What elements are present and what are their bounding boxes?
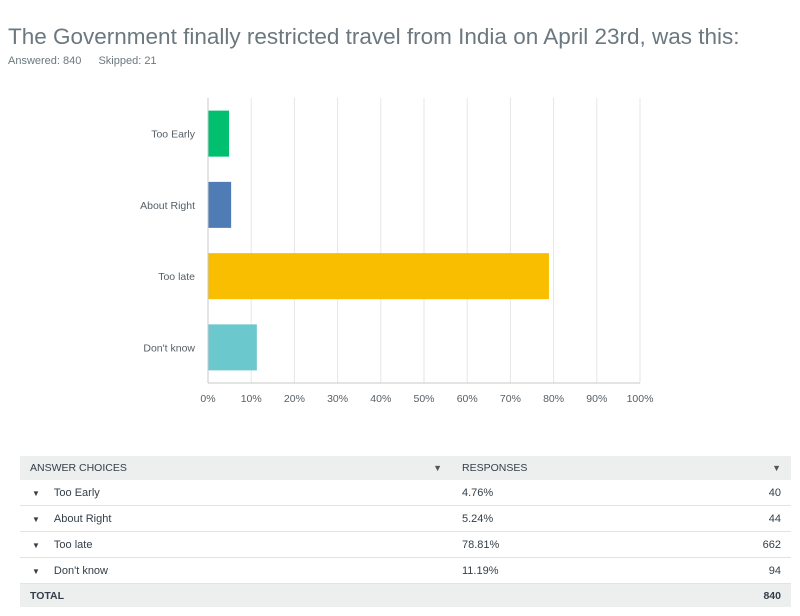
- total-row: TOTAL 840: [20, 583, 791, 607]
- x-tick-label: 50%: [413, 393, 434, 405]
- expand-caret-icon[interactable]: ▼: [32, 540, 40, 550]
- table-row: ▼ Don't know 11.19% 94: [20, 557, 791, 584]
- question-title: The Government finally restricted travel…: [8, 24, 740, 50]
- x-tick-label: 60%: [457, 393, 478, 405]
- response-stats: Answered: 840 Skipped: 21: [8, 55, 171, 67]
- response-percent: 78.81%: [452, 531, 622, 558]
- response-count: 94: [622, 557, 791, 584]
- answer-choice-label: Don't know: [53, 564, 108, 577]
- answer-choices-header-label: ANSWER CHOICES: [30, 462, 127, 474]
- responses-header-label: RESPONSES: [462, 462, 528, 474]
- bar: [208, 110, 230, 157]
- category-label: Too Early: [151, 129, 196, 141]
- answer-choice-label: Too late: [53, 538, 93, 551]
- table-row: ▼ About Right 5.24% 44: [20, 505, 791, 532]
- bar-chart: 0% 10% 20% 30% 40% 50% 60% 70% 80% 90% 100% Too Ear…: [140, 98, 654, 405]
- responses-header[interactable]: RESPONSES ▼: [452, 456, 791, 480]
- bar: [208, 181, 232, 228]
- response-count: 44: [622, 505, 791, 532]
- answer-choice-cell[interactable]: ▼ Too late: [20, 531, 452, 558]
- expand-caret-icon[interactable]: ▼: [32, 566, 40, 576]
- category-label: Too late: [158, 271, 195, 283]
- x-tick-label: 40%: [370, 393, 391, 405]
- x-tick-label: 10%: [241, 393, 262, 405]
- total-count: 840: [622, 583, 791, 607]
- response-percent: 11.19%: [452, 557, 622, 584]
- answer-choice-cell[interactable]: ▼ About Right: [20, 505, 452, 532]
- x-tick-label: 90%: [586, 393, 607, 405]
- results-table: ANSWER CHOICES ▼ RESPONSES ▼ ▼ Too Early 4.…: [20, 456, 791, 607]
- total-label: TOTAL: [20, 583, 452, 607]
- x-tick-label: 100%: [627, 393, 654, 405]
- x-tick-label: 70%: [500, 393, 521, 405]
- answer-choice-label: About Right: [53, 512, 112, 525]
- response-count: 40: [622, 480, 791, 506]
- table-row: ▼ Too Early 4.76% 40: [20, 480, 791, 506]
- response-percent: 4.76%: [452, 480, 622, 506]
- category-label: About Right: [140, 200, 195, 212]
- bar: [208, 324, 257, 371]
- x-tick-label: 80%: [543, 393, 564, 405]
- response-percent: 5.24%: [452, 505, 622, 532]
- x-tick-label: 30%: [327, 393, 348, 405]
- response-count: 662: [622, 531, 791, 558]
- expand-caret-icon[interactable]: ▼: [32, 488, 40, 498]
- sort-caret-icon: ▼: [772, 463, 781, 473]
- skipped-count: Skipped: 21: [98, 55, 157, 67]
- category-label: Don't know: [143, 342, 195, 354]
- answer-choice-label: Too Early: [53, 486, 100, 499]
- answer-choices-header[interactable]: ANSWER CHOICES ▼: [20, 456, 452, 480]
- answer-choice-cell[interactable]: ▼ Don't know: [20, 557, 452, 584]
- table-row: ▼ Too late 78.81% 662: [20, 531, 791, 558]
- answer-choice-cell[interactable]: ▼ Too Early: [20, 480, 452, 506]
- answered-count: Answered: 840: [8, 55, 82, 67]
- x-tick-label: 20%: [284, 393, 305, 405]
- x-tick-label: 0%: [200, 393, 215, 405]
- expand-caret-icon[interactable]: ▼: [32, 514, 40, 524]
- total-spacer: [452, 583, 622, 607]
- sort-caret-icon: ▼: [433, 463, 442, 473]
- bar: [208, 253, 549, 300]
